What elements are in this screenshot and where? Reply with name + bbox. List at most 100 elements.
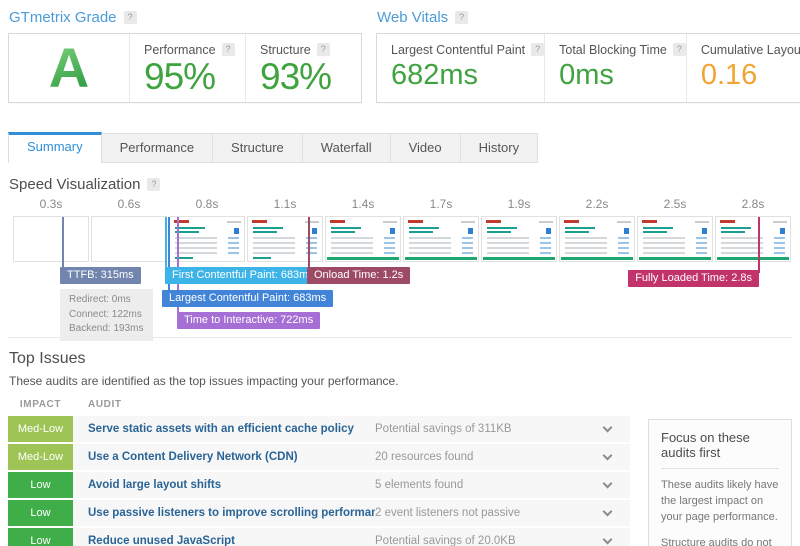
- audit-link[interactable]: Avoid large layout shifts: [88, 479, 222, 491]
- expand-row-button[interactable]: [585, 478, 630, 488]
- tick-label: 0.3s: [39, 197, 63, 211]
- performance-label-text: Performance: [144, 43, 216, 57]
- tbt-cell: Total Blocking Time? 0ms: [544, 34, 686, 102]
- audit-link[interactable]: Use passive listeners to improve scrolli…: [88, 507, 375, 519]
- grade-panel: A Performance? 95% Structure? 93%: [8, 33, 362, 103]
- filmstrip-frame[interactable]: [559, 216, 635, 262]
- focus-box-divider: [661, 468, 779, 469]
- filmstrip-frame[interactable]: [403, 216, 479, 262]
- score-panels: GTmetrix Grade? A Performance? 95% Struc…: [8, 8, 800, 103]
- help-icon[interactable]: ?: [221, 43, 235, 56]
- page-thumbnail: [561, 218, 633, 260]
- tick-label: 0.6s: [117, 197, 141, 211]
- structure-label: Structure?: [260, 43, 361, 57]
- grade-cell: A: [9, 34, 129, 102]
- web-vitals-panel: Largest Contentful Paint? 682ms Total Bl…: [376, 33, 800, 103]
- audit-link[interactable]: Use a Content Delivery Network (CDN): [88, 451, 298, 463]
- onload-time-marker-label: Onload Time: 1.2s: [307, 267, 411, 284]
- gtmetrix-grade-title-text: GTmetrix Grade: [9, 9, 117, 26]
- focus-box-title: Focus on these audits first: [661, 430, 750, 460]
- expand-row-button[interactable]: [585, 422, 630, 432]
- focus-audits-box: Focus on these audits first These audits…: [648, 419, 792, 546]
- time-to-interactive-marker-line: [177, 217, 179, 313]
- top-issues-table: IMPACT AUDIT Med-Low Serve static assets…: [8, 399, 630, 546]
- structure-score-cell: Structure? 93%: [245, 34, 361, 102]
- audit-row[interactable]: Med-Low Serve static assets with an effi…: [8, 416, 630, 442]
- chevron-down-icon: [602, 478, 613, 488]
- help-icon[interactable]: ?: [123, 11, 137, 24]
- filmstrip-frame[interactable]: [169, 216, 245, 262]
- filmstrip-frame[interactable]: [91, 216, 167, 262]
- first-contentful-paint-marker-line: [165, 217, 167, 268]
- lcp-label: Largest Contentful Paint?: [391, 43, 545, 57]
- impact-badge: Low: [8, 528, 73, 546]
- tab-structure[interactable]: Structure: [213, 133, 303, 163]
- tick-label: 1.7s: [429, 197, 453, 211]
- audit-detail: 2 event listeners not passive: [375, 507, 521, 519]
- tick-label: 2.5s: [663, 197, 687, 211]
- connect-time: Connect: 122ms: [69, 308, 142, 320]
- chevron-down-icon: [602, 450, 613, 460]
- filmstrip-frame[interactable]: [481, 216, 557, 262]
- tab-performance[interactable]: Performance: [101, 133, 214, 163]
- help-icon[interactable]: ?: [316, 43, 330, 56]
- audit-row[interactable]: Low Avoid large layout shifts 5 elements…: [8, 472, 630, 498]
- largest-contentful-paint-marker-label: Largest Contentful Paint: 683ms: [162, 290, 334, 307]
- cls-label-text: Cumulative Layout Shift: [700, 43, 800, 57]
- filmstrip-frame[interactable]: [637, 216, 713, 262]
- tab-video[interactable]: Video: [390, 133, 461, 163]
- lcp-cell: Largest Contentful Paint? 682ms: [377, 34, 545, 102]
- impact-badge: Med-Low: [8, 444, 73, 470]
- cls-label: Cumulative Layout Shift?: [701, 43, 800, 57]
- top-issues-title: Top Issues: [9, 350, 86, 367]
- audit-link[interactable]: Reduce unused JavaScript: [88, 535, 235, 546]
- structure-label-text: Structure: [260, 43, 311, 57]
- table-header: IMPACT AUDIT: [8, 399, 630, 410]
- top-issues-layout: IMPACT AUDIT Med-Low Serve static assets…: [8, 399, 792, 546]
- help-icon[interactable]: ?: [455, 11, 469, 24]
- tick-label: 2.8s: [741, 197, 765, 211]
- audit-row[interactable]: Low Use passive listeners to improve scr…: [8, 500, 630, 526]
- tab-history[interactable]: History: [460, 133, 539, 163]
- gtmetrix-grade-section: GTmetrix Grade? A Performance? 95% Struc…: [8, 8, 362, 103]
- impact-badge: Low: [8, 472, 73, 498]
- chevron-down-icon: [602, 534, 613, 544]
- expand-row-button[interactable]: [585, 506, 630, 516]
- audit-row[interactable]: Low Reduce unused JavaScript Potential s…: [8, 528, 630, 546]
- filmstrip-frame[interactable]: [247, 216, 323, 262]
- chevron-down-icon: [602, 422, 613, 432]
- page-thumbnail: [327, 218, 399, 260]
- page-thumbnail: [639, 218, 711, 260]
- cls-value: 0.16: [700, 59, 758, 91]
- ttfb-details: Redirect: 0ms Connect: 122ms Backend: 19…: [60, 289, 153, 341]
- top-issues-subtitle: These audits are identified as the top i…: [9, 374, 399, 388]
- time-to-interactive-marker-label: Time to Interactive: 722ms: [177, 312, 321, 329]
- audit-detail: 20 resources found: [375, 451, 474, 463]
- tab-waterfall[interactable]: Waterfall: [302, 133, 391, 163]
- gtmetrix-grade-title: GTmetrix Grade?: [9, 9, 362, 26]
- impact-badge: Low: [8, 500, 73, 526]
- chevron-down-icon: [602, 506, 613, 516]
- help-icon[interactable]: ?: [147, 178, 161, 191]
- focus-box-paragraph: These audits likely have the largest imp…: [661, 479, 779, 523]
- impact-column-header: IMPACT: [19, 399, 62, 410]
- filmstrip-frame[interactable]: [715, 216, 791, 262]
- audit-link[interactable]: Serve static assets with an efficient ca…: [88, 423, 354, 435]
- first-contentful-paint-marker-label: First Contentful Paint: 683ms: [165, 267, 321, 284]
- audit-detail: 5 elements found: [375, 479, 464, 491]
- page-thumbnail: [483, 218, 555, 260]
- help-icon[interactable]: ?: [672, 43, 686, 56]
- audit-column-header: AUDIT: [88, 399, 122, 410]
- expand-row-button[interactable]: [585, 534, 630, 544]
- audit-row[interactable]: Med-Low Use a Content Delivery Network (…: [8, 444, 630, 470]
- tick-label: 2.2s: [585, 197, 609, 211]
- largest-contentful-paint-marker-line: [168, 217, 170, 291]
- filmstrip-frame[interactable]: [13, 216, 89, 262]
- performance-label: Performance?: [144, 43, 245, 57]
- filmstrip-frame[interactable]: [325, 216, 401, 262]
- section-divider: [8, 337, 792, 338]
- help-icon[interactable]: ?: [531, 43, 545, 56]
- expand-row-button[interactable]: [585, 450, 630, 460]
- tab-summary[interactable]: Summary: [8, 132, 102, 163]
